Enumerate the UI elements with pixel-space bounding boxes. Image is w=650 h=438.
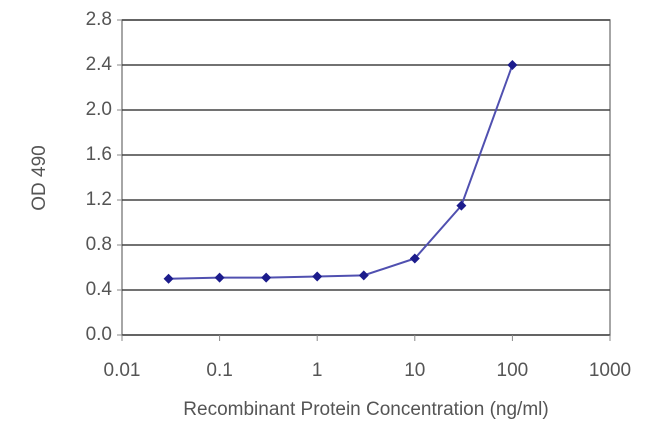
x-tick-label: 1	[312, 360, 323, 381]
y-tick-label: 0.8	[86, 234, 112, 255]
x-axis-label: Recombinant Protein Concentration (ng/ml…	[183, 399, 548, 420]
marker	[312, 271, 323, 282]
y-tick-label: 0.0	[86, 324, 112, 345]
x-tick-label: 1000	[589, 360, 631, 381]
y-tick-label: 0.4	[86, 279, 113, 300]
y-tick-label: 2.0	[86, 99, 112, 120]
plot-frame	[121, 19, 611, 336]
marker	[507, 60, 518, 70]
y-tick-label: 1.6	[86, 144, 112, 165]
y-tick-label: 1.2	[86, 189, 112, 210]
x-tick-label: 0.1	[206, 360, 232, 381]
y-tick-label: 2.4	[86, 54, 113, 75]
marker	[214, 272, 225, 283]
x-tick-label: 0.01	[104, 360, 141, 381]
series-line	[168, 64, 514, 280]
y-axis-label: OD 490	[29, 145, 50, 210]
x-tick-label: 10	[404, 360, 425, 381]
marker	[163, 273, 174, 284]
marker	[261, 272, 272, 283]
marker	[456, 200, 467, 211]
y-tick-label: 2.8	[86, 9, 112, 30]
marker	[409, 253, 420, 264]
x-tick-label: 100	[497, 360, 529, 381]
marker	[358, 270, 369, 281]
